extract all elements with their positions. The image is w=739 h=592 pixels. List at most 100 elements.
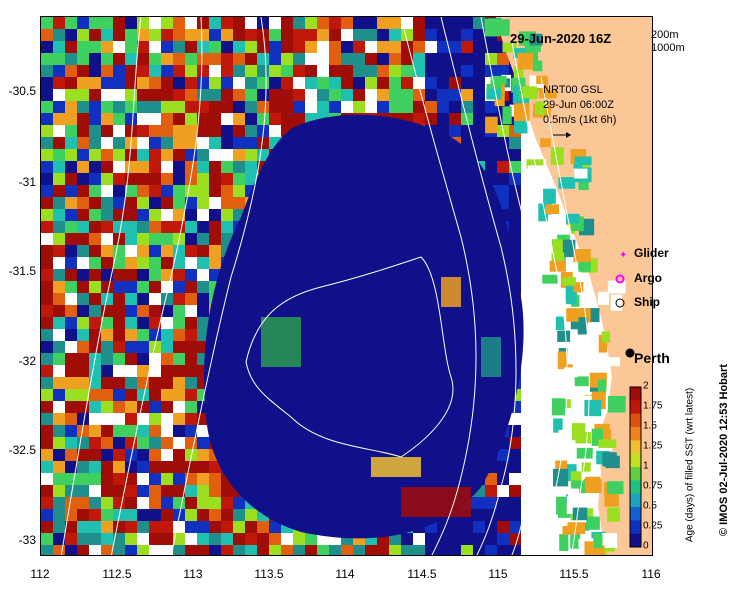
sst-cell xyxy=(185,77,197,89)
sst-cell xyxy=(53,305,65,317)
sst-cell xyxy=(161,449,173,461)
sst-cell xyxy=(173,281,185,293)
sst-cell xyxy=(53,41,65,53)
sst-cell xyxy=(77,77,89,89)
sst-cell xyxy=(149,365,161,377)
sst-cell xyxy=(125,77,137,89)
sst-cell xyxy=(209,497,221,509)
sst-cell xyxy=(221,101,233,113)
sst-cell xyxy=(473,521,485,533)
colorbar-tick: 1.75 xyxy=(643,400,663,412)
argo-marker-icon xyxy=(615,274,625,284)
sst-cell xyxy=(89,449,101,461)
sst-cell xyxy=(209,521,221,533)
sst-cell xyxy=(197,137,209,149)
sst-cell xyxy=(257,521,269,533)
sst-cell xyxy=(197,509,209,521)
sst-cell xyxy=(209,17,221,29)
sst-cell xyxy=(149,413,161,425)
sst-cell xyxy=(89,125,101,137)
sst-cell xyxy=(221,149,233,161)
sst-cell xyxy=(173,53,185,65)
sst-cell xyxy=(197,77,209,89)
sst-cell xyxy=(293,17,305,29)
sst-cell xyxy=(497,149,509,161)
sst-cell xyxy=(161,281,173,293)
sst-cell xyxy=(125,185,137,197)
sst-cell xyxy=(173,521,185,533)
sst-cell xyxy=(437,533,449,545)
sst-cell xyxy=(173,137,185,149)
sst-patch xyxy=(513,103,530,122)
sst-cell xyxy=(209,257,221,269)
sst-cell xyxy=(221,545,233,555)
sst-cell xyxy=(317,77,329,89)
sst-cell xyxy=(161,485,173,497)
sst-cell xyxy=(65,269,77,281)
sst-cell xyxy=(365,53,377,65)
sst-cell xyxy=(53,17,65,29)
sst-cell xyxy=(161,317,173,329)
sst-patch xyxy=(543,188,556,204)
sst-cell xyxy=(149,197,161,209)
sst-cell xyxy=(161,461,173,473)
sst-patch xyxy=(601,331,611,343)
sst-cell xyxy=(437,53,449,65)
sst-cell xyxy=(341,17,353,29)
sst-cell xyxy=(113,17,125,29)
sst-cell xyxy=(53,293,65,305)
sst-cell xyxy=(137,149,149,161)
sst-cell xyxy=(65,305,77,317)
sst-cell xyxy=(281,533,293,545)
sst-cell xyxy=(437,41,449,53)
sst-patch xyxy=(540,138,551,148)
sst-cell xyxy=(197,317,209,329)
sst-cell xyxy=(209,137,221,149)
sst-cell xyxy=(113,173,125,185)
sst-cell xyxy=(185,473,197,485)
sst-cell xyxy=(137,245,149,257)
legend-glider: Glider xyxy=(634,246,669,260)
sst-cell xyxy=(53,425,65,437)
sst-cell xyxy=(185,41,197,53)
sst-cell xyxy=(185,329,197,341)
sst-cell xyxy=(269,77,281,89)
sst-cell xyxy=(173,437,185,449)
sst-cell xyxy=(53,257,65,269)
sst-cell xyxy=(209,197,221,209)
sst-cell xyxy=(149,77,161,89)
sst-cell xyxy=(185,185,197,197)
sst-patch xyxy=(593,328,604,345)
sst-patch xyxy=(585,508,594,518)
sst-cell xyxy=(53,245,65,257)
sst-cell xyxy=(173,173,185,185)
sst-cell xyxy=(173,329,185,341)
sst-cell xyxy=(449,29,461,41)
sst-cell xyxy=(89,29,101,41)
sst-cell xyxy=(149,425,161,437)
colorbar-frame xyxy=(629,386,642,548)
colorbar-segment xyxy=(630,533,641,548)
sst-cell xyxy=(197,113,209,125)
sst-cell xyxy=(509,209,521,221)
sst-patch xyxy=(528,228,541,242)
x-tick: 113.5 xyxy=(254,567,284,581)
sst-cell xyxy=(77,65,89,77)
sst-cell xyxy=(341,77,353,89)
sst-cell xyxy=(125,341,137,353)
sst-cell xyxy=(245,149,257,161)
sst-cell xyxy=(149,521,161,533)
sst-cell xyxy=(221,137,233,149)
sst-cell xyxy=(245,533,257,545)
sst-cell xyxy=(149,437,161,449)
sst-patch xyxy=(545,204,559,215)
sst-cell xyxy=(425,53,437,65)
sst-cell xyxy=(89,401,101,413)
sst-patch xyxy=(485,116,498,134)
sst-cell xyxy=(125,509,137,521)
sst-cell xyxy=(65,245,77,257)
sst-cell xyxy=(77,521,89,533)
sst-cell xyxy=(125,377,137,389)
sst-cell xyxy=(365,17,377,29)
sst-cell xyxy=(149,245,161,257)
